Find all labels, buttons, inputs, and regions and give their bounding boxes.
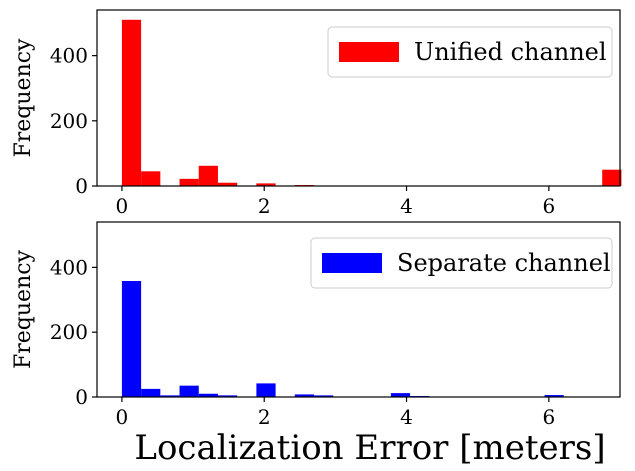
histogram-bar: [390, 393, 411, 397]
histogram-bar: [160, 395, 180, 397]
histogram-bar: [179, 385, 199, 397]
y-axis-title: Frequency: [11, 249, 36, 369]
histogram-bar: [217, 395, 238, 397]
x-tick-label: 0: [116, 405, 129, 429]
histogram-bar: [141, 171, 161, 186]
x-tick-label: 4: [400, 405, 413, 429]
x-tick-label: 4: [400, 194, 413, 218]
legend-label: Separate channel: [397, 249, 611, 277]
histogram-bar: [314, 395, 334, 397]
panel-1: 0 2 4 6 0 200 400 Frequency Unified channel: [11, 9, 622, 218]
legend-swatch: [339, 42, 399, 62]
histogram-bar: [121, 280, 142, 397]
legend: Unified channel: [327, 26, 613, 78]
y-tick-label: 400: [50, 44, 88, 68]
x-axis-title: Localization Error [meters]: [134, 428, 605, 468]
histogram-bar: [217, 182, 238, 186]
histogram-bar: [198, 165, 218, 186]
panel-2: 0 2 4 6 0 200 400 Frequency Separate channel: [11, 221, 621, 429]
histogram-bar: [544, 395, 564, 397]
x-tick-label: 2: [258, 405, 271, 429]
histogram-bar: [602, 169, 622, 186]
legend-label: Unified channel: [414, 38, 607, 66]
legend-box: [327, 26, 613, 78]
histogram-bar: [121, 19, 142, 187]
axes-frame: [96, 9, 621, 187]
histogram-bar: [141, 388, 161, 397]
legend-box: [310, 237, 613, 289]
y-tick-label: 200: [50, 109, 88, 133]
histogram-bar: [256, 383, 276, 397]
y-tick-label: 0: [75, 174, 88, 198]
legend-swatch: [322, 253, 382, 273]
x-tick-label: 0: [116, 194, 129, 218]
histogram-bar: [179, 178, 199, 186]
histogram-bar: [294, 394, 315, 397]
y-tick-label: 0: [75, 385, 88, 409]
axes-frame: [96, 221, 621, 398]
y-tick-label: 200: [50, 320, 88, 344]
y-tick-label: 400: [50, 255, 88, 279]
x-tick-label: 2: [258, 194, 271, 218]
histogram-bar: [256, 183, 276, 186]
y-axis-title: Frequency: [11, 38, 36, 158]
legend: Separate channel: [310, 237, 613, 289]
x-tick-label: 6: [542, 405, 555, 429]
x-tick-label: 6: [542, 194, 555, 218]
histogram-bar: [198, 393, 218, 397]
